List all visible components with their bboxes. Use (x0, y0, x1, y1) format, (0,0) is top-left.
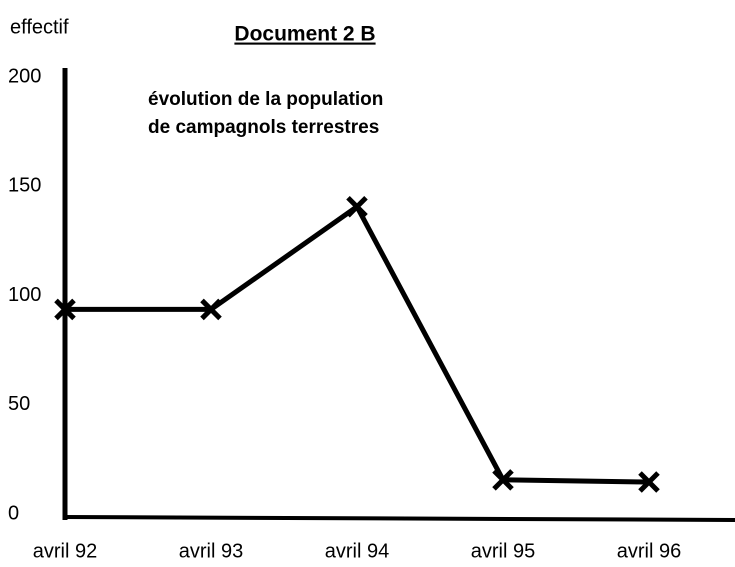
data-point (638, 471, 660, 493)
x-tick-label: avril 94 (325, 540, 389, 562)
data-point (200, 298, 222, 321)
subtitle: de campagnols terrestres (148, 117, 379, 138)
x-tick-label: avril 92 (33, 540, 97, 562)
data-point (346, 195, 368, 218)
y-tick-label: 100 (8, 284, 41, 306)
y-tick-label: 200 (8, 65, 41, 87)
x-tick-label: avril 93 (179, 540, 243, 562)
data-point (492, 469, 514, 491)
data-point (54, 298, 76, 321)
y-tick-label: 150 (8, 175, 41, 197)
data-line (65, 203, 650, 485)
chart-title: Document 2 B (234, 23, 375, 46)
y-tick-label: 0 (8, 502, 19, 524)
x-tick-label: avril 95 (471, 540, 535, 562)
x-tick-label: avril 96 (617, 540, 681, 562)
y-axis-label: effectif (10, 16, 69, 38)
subtitle: évolution de la population (148, 89, 383, 110)
x-axis (62, 515, 735, 522)
y-tick-label: 50 (8, 393, 30, 415)
